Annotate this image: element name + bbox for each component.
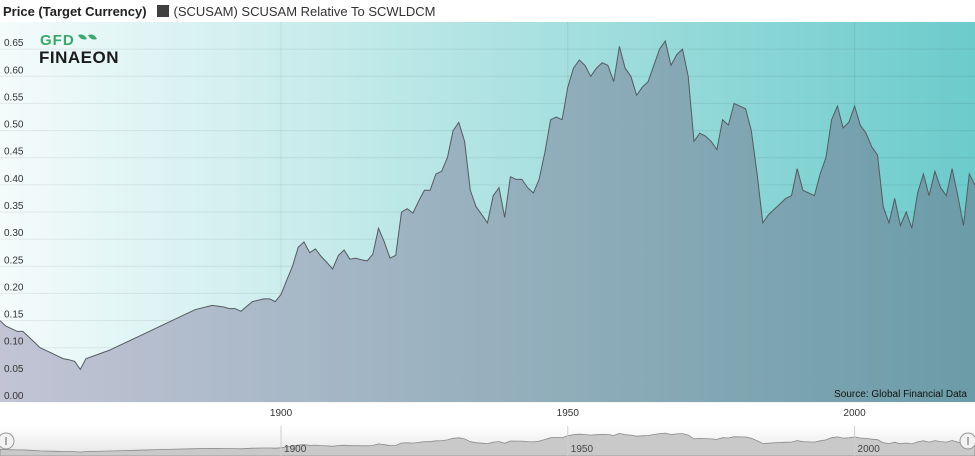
- legend: Price (Target Currency) (SCUSAM) SCUSAM …: [0, 0, 975, 22]
- legend-series-label[interactable]: (SCUSAM) SCUSAM Relative To SCWLDCM: [173, 3, 436, 19]
- x-axis: 1900 1950 2000: [270, 408, 866, 419]
- y-tick-label: 0.45: [4, 147, 24, 158]
- logo-line1: GFD: [40, 32, 75, 49]
- y-axis-title: Price (Target Currency): [3, 3, 147, 19]
- y-tick-label: 0.25: [4, 255, 24, 266]
- y-tick-label: 0.05: [4, 364, 24, 375]
- x-tick-label: 1900: [270, 408, 293, 419]
- y-tick-label: 0.40: [4, 174, 24, 185]
- leaf-icon: [88, 34, 97, 40]
- y-tick-label: 0.50: [4, 120, 24, 131]
- x-tick-label: 1950: [557, 408, 580, 419]
- series-area[interactable]: [0, 41, 975, 402]
- navigator-handle-left[interactable]: [0, 432, 15, 450]
- x-tick-label: 2000: [843, 408, 866, 419]
- series-line[interactable]: [0, 39, 975, 371]
- y-tick-label: 0.35: [4, 201, 24, 212]
- navigator-handle-right[interactable]: [959, 432, 975, 450]
- y-tick-label: 0.60: [4, 65, 24, 76]
- source-credit: Source: Global Financial Data: [834, 389, 967, 400]
- gfd-finaeon-logo: GFD FINAEON: [38, 31, 160, 67]
- y-axis: 0.00 0.05 0.10 0.15 0.20 0.25 0.30 0.35 0.40 0.45…: [4, 38, 24, 402]
- legend-swatch[interactable]: [156, 5, 169, 17]
- navigator[interactable]: 1900 1950 2000: [0, 426, 975, 456]
- y-tick-label: 0.00: [4, 391, 24, 402]
- navigator-tick-label: 1950: [571, 444, 594, 455]
- navigator-tick-label: 1900: [284, 444, 307, 455]
- y-tick-label: 0.30: [4, 228, 24, 239]
- logo-line2: FINAEON: [39, 48, 119, 65]
- y-tick-label: 0.15: [4, 310, 24, 321]
- leaf-icon: [78, 34, 87, 40]
- y-tick-label: 0.65: [4, 38, 24, 49]
- navigator-series: [0, 432, 975, 456]
- navigator-tick-label: 2000: [858, 444, 881, 455]
- y-tick-label: 0.20: [4, 282, 24, 293]
- y-tick-label: 0.10: [4, 337, 24, 348]
- y-tick-label: 0.55: [4, 92, 24, 103]
